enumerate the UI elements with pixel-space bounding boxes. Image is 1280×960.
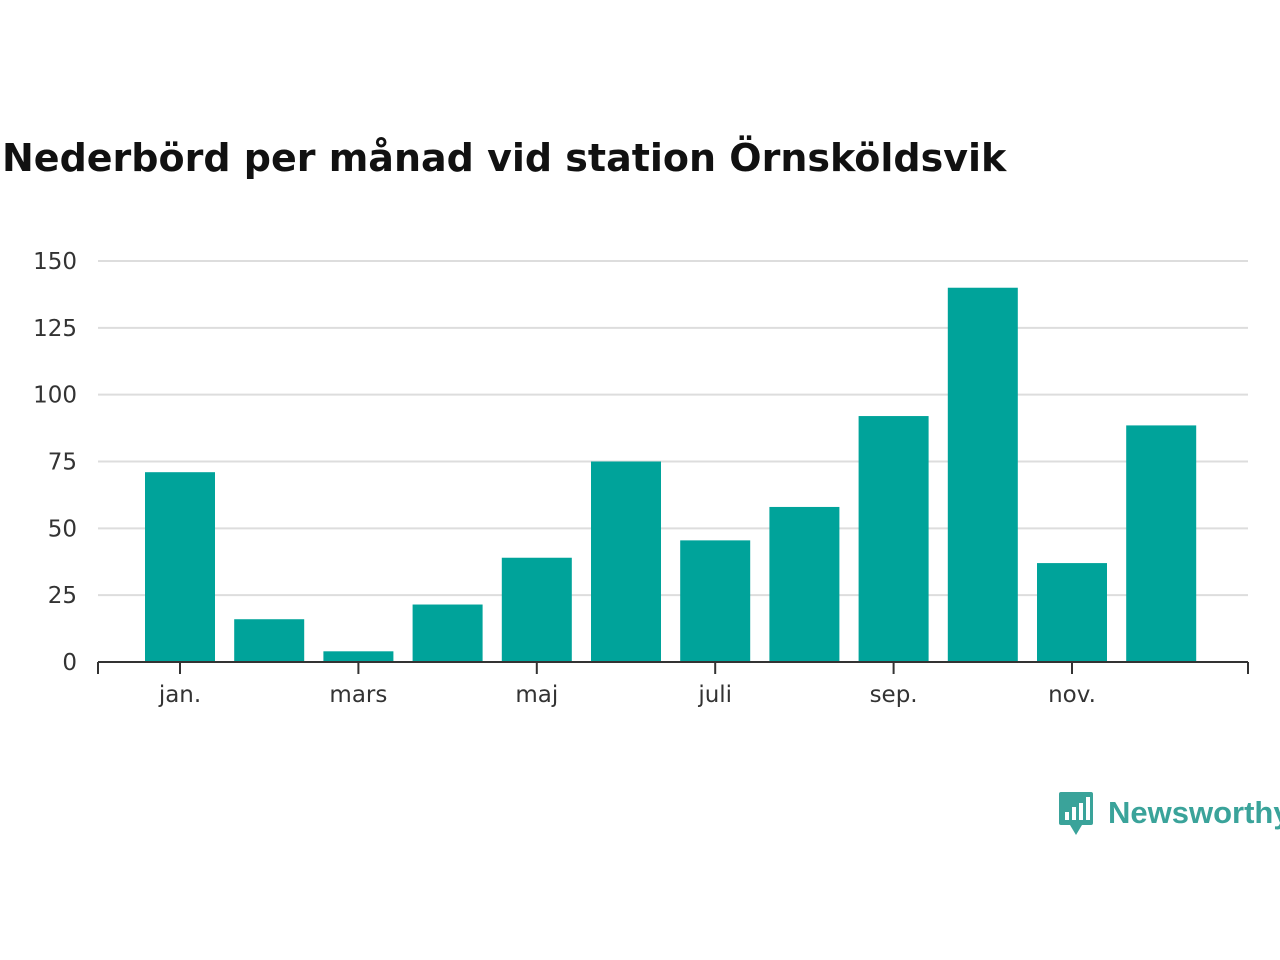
bar-okt [947,287,1018,662]
y-tick-label: 125 [33,316,77,342]
bar-sep [858,416,929,662]
x-tick-label: maj [515,682,558,708]
brand-logo: Newsworthy [1058,790,1280,836]
bar-juni [591,461,661,662]
grid-lines [98,260,1248,597]
bar-juli [680,540,751,662]
bar-jan [145,472,215,662]
x-axis [97,661,1249,674]
chart-title: Nederbörd per månad vid station Örnsköld… [2,136,1007,180]
bar-nov [1037,563,1107,662]
x-axis-tick-labels: jan. mars maj juli sep. nov. [158,682,1096,708]
newsworthy-logo-icon [1059,792,1093,835]
bar-feb [234,619,305,662]
y-tick-label: 25 [48,583,77,609]
y-axis-tick-labels: 0 25 50 75 100 125 150 [33,249,77,676]
brand-name: Newsworthy [1108,795,1280,830]
y-tick-label: 150 [33,249,77,275]
x-tick-label: mars [329,682,387,708]
x-tick-label: jan. [158,682,201,708]
x-tick-label: sep. [870,682,918,708]
bar-mars [323,651,394,662]
bar-aug [769,506,840,662]
bar-maj [501,557,572,662]
y-tick-label: 100 [33,383,77,409]
y-tick-label: 50 [48,516,77,542]
y-tick-label: 0 [62,650,77,676]
bar-dec [1126,425,1197,662]
y-tick-label: 75 [48,450,77,476]
bars [145,287,1197,662]
x-tick-label: nov. [1048,682,1096,708]
x-tick-label: juli [697,682,732,708]
bar-april [412,604,483,662]
